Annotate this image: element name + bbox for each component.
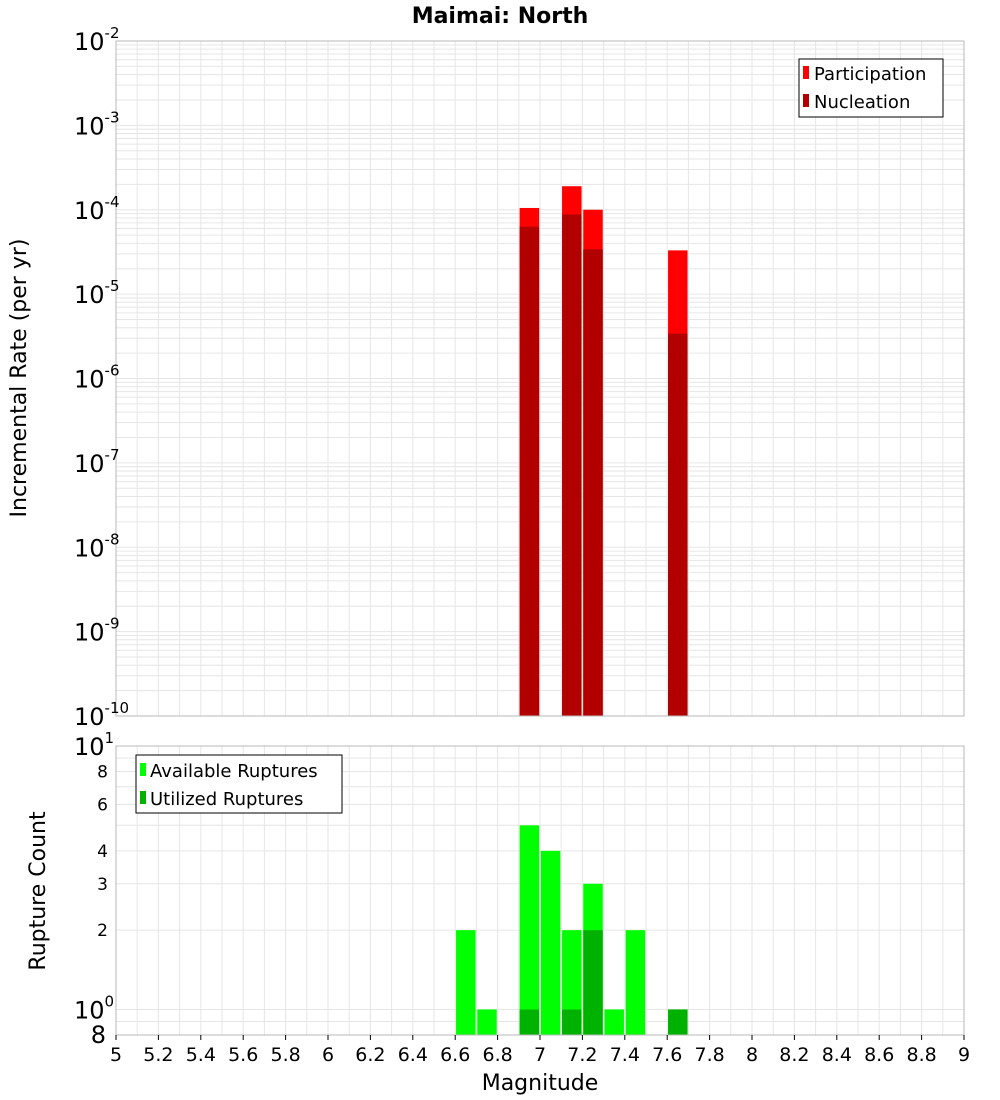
legend-available-label: Available Ruptures [150, 761, 318, 782]
top-y-tick-label: 10-6 [74, 362, 120, 394]
x-tick-label: 7.2 [567, 1044, 597, 1066]
top-panel-frame [115, 40, 965, 717]
top-y-tick-label: 10-8 [74, 530, 120, 562]
top-y-tick-label: 10-7 [74, 446, 120, 478]
x-tick-label: 6.8 [482, 1044, 512, 1066]
x-tick-label: 5.4 [186, 1044, 216, 1066]
bottom-y-minor-tick-label: 2 [97, 921, 108, 941]
x-tick-label: 5.2 [143, 1044, 173, 1066]
legend-participation-swatch [803, 66, 809, 79]
bottom-panel-bars [456, 825, 688, 1035]
x-tick-label: 6.2 [355, 1044, 385, 1066]
x-tick-label: 7.4 [610, 1044, 640, 1066]
top-y-tick-label: 10-9 [74, 615, 120, 647]
x-tick-label: 8 [746, 1044, 758, 1066]
nucleation-bar [583, 249, 603, 716]
bottom-y-minor-tick-label: 8 [97, 763, 108, 783]
x-tick-label: 6.6 [440, 1044, 470, 1066]
available-ruptures-bar [519, 825, 540, 1035]
x-axis-label: Magnitude [482, 1071, 599, 1096]
nucleation-bar [562, 214, 582, 717]
bottom-y-tick-label: 100 [74, 992, 114, 1024]
available-ruptures-bar [625, 930, 646, 1035]
x-tick-label: 5.6 [228, 1044, 258, 1066]
top-panel-bars [519, 186, 688, 717]
x-tick-label: 8.8 [906, 1044, 936, 1066]
bottom-y-minor-tick-label: 8 [91, 1021, 106, 1049]
x-tick-label: 5 [110, 1044, 122, 1066]
x-tick-label: 6.4 [398, 1044, 428, 1066]
nucleation-bar [519, 226, 540, 716]
x-tick-label: 7.6 [652, 1044, 682, 1066]
top-panel-grid [115, 41, 965, 717]
available-ruptures-bar [456, 930, 476, 1035]
top-y-tick-label: 10-10 [74, 699, 129, 731]
bottom-legend-box [135, 754, 343, 814]
legend-nucleation-label: Nucleation [814, 92, 910, 113]
top-y-tick-label: 10-2 [74, 24, 120, 56]
bottom-y-minor-tick-label: 6 [97, 795, 108, 815]
bottom-y-minor-tick-label: 4 [97, 842, 108, 862]
x-tick-label: 7 [534, 1044, 546, 1066]
x-tick-label: 5.8 [270, 1044, 300, 1066]
top-y-tick-label: 10-4 [74, 193, 120, 225]
bottom-legend: Available Ruptures Utilized Ruptures [135, 754, 343, 814]
legend-available-swatch [140, 763, 146, 776]
x-tick-label: 8.6 [864, 1044, 894, 1066]
available-ruptures-bar [604, 1009, 624, 1035]
available-ruptures-bar [477, 1009, 497, 1035]
x-tick-label: 8.4 [822, 1044, 852, 1066]
legend-participation-label: Participation [814, 64, 926, 85]
chart-title: Maimai: North [412, 4, 589, 29]
legend-utilized-label: Utilized Ruptures [150, 789, 303, 810]
utilized-ruptures-bar [583, 930, 603, 1035]
bottom-y-tick-label: 101 [74, 729, 114, 761]
top-y-axis-label: Incremental Rate (per yr) [7, 239, 32, 518]
top-y-tick-label: 10-5 [74, 277, 120, 309]
bottom-y-axis-label: Rupture Count [26, 811, 51, 971]
utilized-ruptures-bar [519, 1009, 540, 1035]
legend-nucleation-swatch [803, 94, 809, 107]
x-tick-label: 7.8 [694, 1044, 724, 1066]
top-legend: Participation Nucleation [798, 58, 944, 118]
top-panel-y-ticks: 10-2 10-3 10-4 10-5 10-6 10-7 10-8 10-9 10-10 [74, 24, 129, 731]
available-ruptures-bar [562, 930, 582, 1035]
bottom-y-minor-tick-label: 3 [97, 875, 108, 895]
x-axis-ticks: 5 5.2 5.4 5.6 5.8 6 6.2 6.4 6.6 6.8 7 7.2 7.4 7.6 7.8 8… [110, 1035, 970, 1066]
x-tick-label: 8.2 [779, 1044, 809, 1066]
top-legend-box [798, 58, 944, 118]
available-ruptures-bar [540, 850, 561, 1035]
nucleation-bar [668, 333, 688, 716]
utilized-ruptures-bar [668, 1009, 688, 1035]
top-y-tick-label: 10-3 [74, 108, 120, 140]
legend-utilized-swatch [140, 791, 146, 804]
x-tick-label: 9 [958, 1044, 970, 1066]
utilized-ruptures-bar [562, 1009, 582, 1035]
x-tick-label: 6 [322, 1044, 334, 1066]
